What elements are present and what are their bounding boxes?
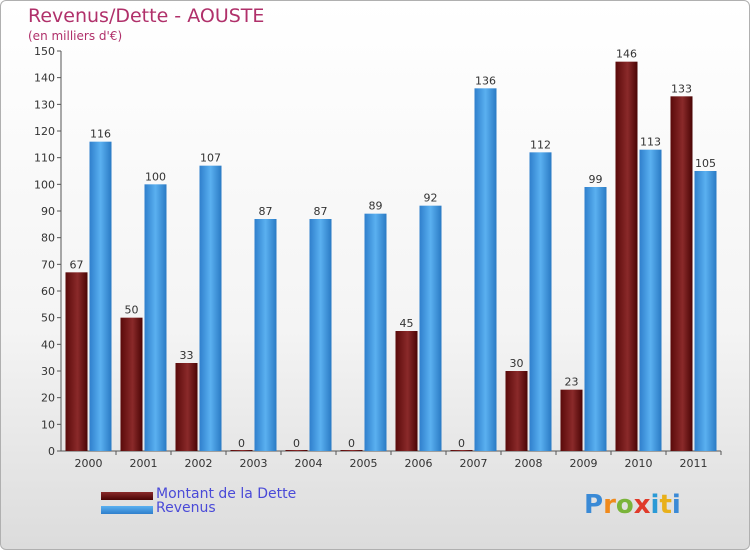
bar-revenus xyxy=(694,171,717,451)
x-tick-label: 2001 xyxy=(130,457,158,470)
bar-dette xyxy=(285,450,308,451)
x-tick-label: 2010 xyxy=(625,457,653,470)
bar-revenus xyxy=(199,165,222,451)
data-label-revenus: 112 xyxy=(530,138,551,151)
data-label-dette: 45 xyxy=(400,317,414,330)
data-label-revenus: 136 xyxy=(475,74,496,87)
data-label-dette: 0 xyxy=(458,437,465,450)
data-label-dette: 133 xyxy=(671,82,692,95)
data-label-revenus: 92 xyxy=(424,192,438,205)
data-label-dette: 50 xyxy=(125,304,139,317)
data-label-revenus: 100 xyxy=(145,170,166,183)
y-tick-label: 110 xyxy=(34,152,55,165)
bar-dette xyxy=(395,331,418,451)
y-tick-label: 0 xyxy=(48,445,55,458)
y-tick-label: 40 xyxy=(41,338,55,351)
data-label-revenus: 105 xyxy=(695,157,716,170)
logo-letter: i xyxy=(671,490,681,520)
bar-dette xyxy=(65,272,88,451)
proxiti-logo: Proxiti xyxy=(584,490,681,520)
data-label-revenus: 107 xyxy=(200,152,221,165)
data-label-revenus: 89 xyxy=(369,200,383,213)
x-tick-label: 2004 xyxy=(295,457,323,470)
y-tick-label: 90 xyxy=(41,205,55,218)
logo-letter: o xyxy=(615,490,634,520)
data-label-dette: 23 xyxy=(565,376,579,389)
data-label-dette: 0 xyxy=(238,437,245,450)
bar-dette xyxy=(450,450,473,451)
logo-letter: i xyxy=(650,490,660,520)
y-tick-label: 60 xyxy=(41,285,55,298)
bar-dette xyxy=(615,61,638,452)
data-label-dette: 0 xyxy=(348,437,355,450)
data-label-dette: 146 xyxy=(616,48,637,61)
bar-revenus xyxy=(584,187,607,451)
y-tick-label: 70 xyxy=(41,258,55,271)
y-tick-label: 140 xyxy=(34,72,55,85)
y-tick-label: 80 xyxy=(41,232,55,245)
data-label-dette: 33 xyxy=(180,349,194,362)
x-tick-label: 2011 xyxy=(680,457,708,470)
bar-revenus xyxy=(309,219,332,451)
logo-letter: P xyxy=(584,490,604,520)
data-label-revenus: 99 xyxy=(589,173,603,186)
x-tick-label: 2005 xyxy=(350,457,378,470)
bar-dette xyxy=(340,450,363,451)
data-label-dette: 67 xyxy=(70,258,84,271)
logo-letter: t xyxy=(659,490,672,520)
data-labels: 67 116 50 100 33 107 0 87 0 87 0 89 45 92 0 136 30 112 23 9… xyxy=(70,48,717,450)
chart-title: Revenus/Dette - AOUSTE xyxy=(28,5,265,27)
bar-revenus xyxy=(89,141,112,451)
data-label-dette: 30 xyxy=(510,357,524,370)
data-label-revenus: 113 xyxy=(640,136,661,149)
y-tick-label: 150 xyxy=(34,45,55,58)
x-tick-label: 2000 xyxy=(75,457,103,470)
bar-revenus xyxy=(254,219,277,451)
y-tick-label: 100 xyxy=(34,178,55,191)
bar-revenus xyxy=(419,205,442,451)
x-tick-label: 2003 xyxy=(240,457,268,470)
bar-dette xyxy=(175,363,198,451)
legend-swatch-dette xyxy=(101,492,153,500)
bar-revenus xyxy=(639,149,662,451)
legend-label-revenus: Revenus xyxy=(156,500,216,516)
bar-dette xyxy=(670,96,693,451)
y-axis-ticks: 0 10 20 30 40 50 60 70 80 90 100 110 120 130 140 150 xyxy=(34,45,61,458)
x-tick-label: 2007 xyxy=(460,457,488,470)
x-axis-ticks: 2000 2001 2002 2003 2004 2005 2006 2007 2008 2009… xyxy=(75,451,722,470)
x-tick-label: 2002 xyxy=(185,457,213,470)
bar-revenus xyxy=(474,88,497,451)
bars xyxy=(65,61,717,452)
data-label-revenus: 116 xyxy=(90,128,111,141)
y-tick-label: 120 xyxy=(34,125,55,138)
bar-dette xyxy=(230,450,253,451)
x-tick-label: 2009 xyxy=(570,457,598,470)
logo-letter: r xyxy=(603,490,616,520)
bar-revenus xyxy=(529,152,552,452)
data-label-dette: 0 xyxy=(293,437,300,450)
bar-revenus xyxy=(364,213,387,451)
logo-letter: x xyxy=(633,490,651,520)
bar-revenus xyxy=(144,184,167,452)
y-tick-label: 130 xyxy=(34,98,55,111)
data-label-revenus: 87 xyxy=(259,205,273,218)
legend-swatch-revenus xyxy=(101,506,153,514)
x-tick-label: 2006 xyxy=(405,457,433,470)
bar-dette xyxy=(505,371,528,451)
bar-dette xyxy=(560,389,583,451)
y-tick-label: 30 xyxy=(41,365,55,378)
data-label-revenus: 87 xyxy=(314,205,328,218)
y-tick-label: 50 xyxy=(41,312,55,325)
chart-subtitle: (en milliers d'€) xyxy=(28,29,123,43)
bar-dette xyxy=(120,317,143,451)
y-tick-label: 20 xyxy=(41,392,55,405)
x-tick-label: 2008 xyxy=(515,457,543,470)
legend-label-dette: Montant de la Dette xyxy=(156,486,297,502)
y-tick-label: 10 xyxy=(41,418,55,431)
